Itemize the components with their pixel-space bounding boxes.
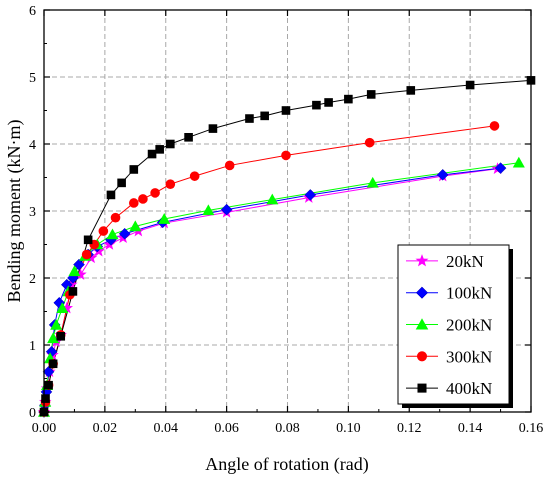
point-100kN bbox=[304, 189, 317, 201]
point-400kN bbox=[245, 114, 254, 123]
point-200kN bbox=[106, 228, 119, 240]
x-tick-label: 0.06 bbox=[214, 421, 239, 436]
point-400kN bbox=[83, 235, 93, 245]
point-400kN bbox=[260, 111, 269, 121]
point-200kN bbox=[50, 318, 63, 330]
legend-label-300kN: 300kN bbox=[446, 347, 492, 366]
point-400kN bbox=[117, 178, 126, 188]
x-tick-label: 0.12 bbox=[397, 421, 422, 436]
legend-label-200kN: 200kN bbox=[446, 316, 492, 335]
point-200kN bbox=[47, 332, 60, 344]
x-axis-title: Angle of rotation (rad) bbox=[205, 454, 368, 475]
x-tick-label: 0.00 bbox=[32, 421, 57, 436]
point-100kN bbox=[220, 203, 233, 216]
point-300kN bbox=[489, 121, 500, 131]
point-400kN bbox=[48, 359, 58, 369]
point-300kN bbox=[128, 198, 139, 208]
y-tick-label: 3 bbox=[29, 205, 36, 220]
x-tick-label: 0.08 bbox=[275, 421, 300, 436]
point-100kN bbox=[118, 227, 131, 240]
x-tick-label: 0.02 bbox=[93, 421, 118, 436]
point-400kN bbox=[184, 133, 193, 142]
point-200kN bbox=[512, 156, 525, 168]
point-300kN bbox=[224, 160, 235, 171]
legend-label-20kN: 20kN bbox=[446, 252, 484, 271]
y-tick-label: 0 bbox=[29, 406, 36, 421]
point-300kN bbox=[81, 249, 92, 260]
point-300kN bbox=[165, 179, 176, 189]
x-tick-label: 0.14 bbox=[458, 421, 483, 436]
point-300kN bbox=[150, 188, 160, 198]
point-300kN bbox=[138, 194, 148, 204]
legend: 20kN 100kN 200kN 300kN 400kN bbox=[397, 244, 513, 408]
point-400kN bbox=[312, 100, 321, 110]
point-200kN bbox=[68, 265, 81, 277]
grid bbox=[44, 10, 531, 412]
point-400kN bbox=[366, 90, 376, 99]
point-400kN bbox=[155, 145, 164, 154]
legend-marker-100kN bbox=[415, 286, 429, 299]
x-tick-label: 0.16 bbox=[519, 421, 544, 436]
legend-label-400kN: 400kN bbox=[446, 379, 492, 398]
y-tick-label: 2 bbox=[29, 272, 36, 287]
x-tick-label: 0.10 bbox=[336, 421, 361, 436]
point-300kN bbox=[110, 212, 121, 223]
point-300kN bbox=[98, 226, 109, 236]
y-axis-title: Bending moment (kN·m) bbox=[4, 120, 25, 303]
y-tick-label: 1 bbox=[29, 339, 36, 354]
point-300kN bbox=[189, 171, 200, 181]
legend-marker-20kN bbox=[415, 254, 429, 267]
point-200kN bbox=[56, 302, 69, 313]
y-tick-label: 6 bbox=[29, 4, 36, 19]
point-100kN bbox=[73, 258, 85, 271]
point-100kN bbox=[494, 162, 507, 174]
point-200kN bbox=[202, 204, 215, 216]
point-300kN bbox=[364, 137, 375, 148]
y-tick-label: 4 bbox=[29, 138, 36, 153]
point-400kN bbox=[406, 86, 416, 95]
point-100kN bbox=[436, 168, 449, 181]
point-200kN bbox=[158, 213, 171, 224]
point-400kN bbox=[281, 106, 291, 115]
point-400kN bbox=[44, 380, 53, 390]
point-400kN bbox=[208, 124, 218, 133]
ticks: 0.00 0.02 0.04 0.06 0.08 0.10 0.12 0.14 0.16 0 1 2 3… bbox=[29, 4, 543, 436]
point-400kN bbox=[344, 94, 353, 104]
point-200kN bbox=[366, 176, 379, 188]
point-100kN bbox=[42, 365, 55, 378]
point-20kN bbox=[60, 301, 74, 314]
point-400kN bbox=[465, 80, 475, 90]
point-20kN bbox=[74, 268, 87, 280]
point-200kN bbox=[129, 220, 142, 232]
legend-marker-300kN bbox=[416, 351, 428, 362]
legend-label-100kN: 100kN bbox=[446, 284, 492, 303]
point-400kN bbox=[56, 331, 66, 341]
point-400kN bbox=[324, 98, 333, 107]
point-400kN bbox=[129, 165, 139, 174]
point-400kN bbox=[68, 287, 78, 296]
point-400kN bbox=[106, 190, 116, 200]
point-200kN bbox=[266, 193, 279, 205]
point-300kN bbox=[281, 150, 291, 161]
y-tick-label: 5 bbox=[29, 71, 36, 86]
point-400kN bbox=[147, 149, 157, 159]
legend-marker-400kN bbox=[417, 383, 427, 393]
point-400kN bbox=[41, 394, 50, 403]
legend-marker-200kN bbox=[415, 318, 429, 330]
point-400kN bbox=[166, 139, 175, 149]
x-tick-label: 0.04 bbox=[154, 421, 179, 436]
